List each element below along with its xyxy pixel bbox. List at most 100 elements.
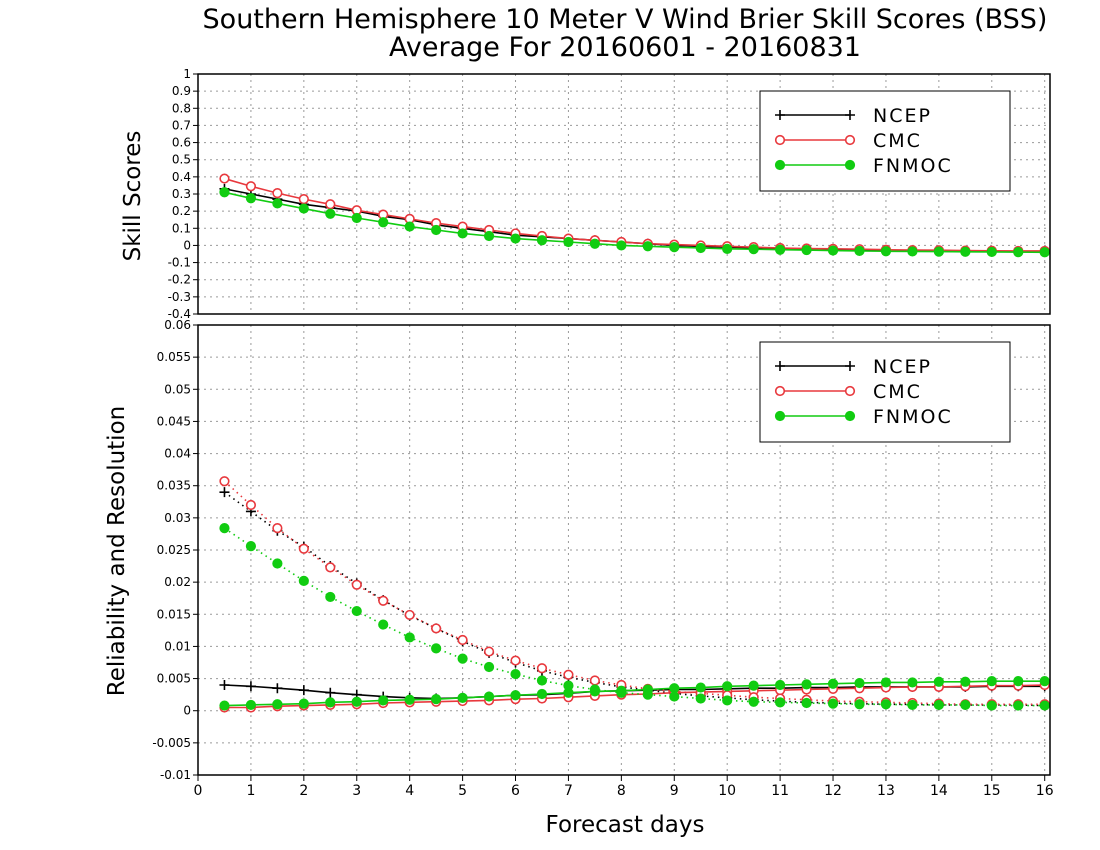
y-tick-label: -0.01 (160, 768, 191, 782)
series-fnmoc-reliability (219, 523, 1050, 711)
data-point-fnmoc-reliability (801, 697, 812, 709)
data-point-fnmoc-reliability (616, 687, 627, 698)
y-tick-label: 1 (183, 67, 191, 81)
data-point-cmc-reliability (404, 609, 415, 621)
data-point-cmc-reliability (483, 646, 495, 657)
data-point-fnmoc (880, 246, 892, 257)
data-point-fnmoc-resolution (748, 680, 759, 691)
data-point-cmc-reliability (510, 655, 521, 666)
data-point-fnmoc-resolution (801, 679, 812, 690)
data-point-ncep-reliability (219, 487, 230, 498)
legend-label-cmc: CMC (873, 130, 922, 152)
legend-marker-ncep (845, 361, 855, 371)
data-point-fnmoc-reliability (986, 700, 997, 711)
data-point-fnmoc-reliability (1013, 700, 1024, 711)
data-point-fnmoc-reliability (960, 699, 971, 711)
data-point-fnmoc (589, 238, 600, 249)
data-point-fnmoc (722, 243, 733, 254)
legend-label-ncep: NCEP (873, 356, 932, 378)
x-axis-label: Forecast days (546, 812, 705, 838)
data-point-fnmoc (933, 246, 944, 257)
data-point-cmc-reliability (589, 675, 600, 686)
data-point-fnmoc-resolution (272, 699, 283, 710)
legend: NCEP CMC FNMOC (759, 90, 1011, 192)
data-point-cmc-reliability (351, 579, 362, 590)
x-tick-label: 0 (194, 783, 203, 799)
x-tick-label: 15 (983, 783, 1001, 799)
data-point-fnmoc-reliability (431, 643, 442, 654)
data-point-fnmoc (775, 244, 786, 255)
data-point-fnmoc (245, 193, 257, 204)
y-tick-label: 0.045 (157, 414, 191, 428)
legend-box (759, 341, 1011, 443)
data-point-fnmoc (325, 208, 336, 219)
y-tick-label: -0.2 (168, 273, 191, 287)
data-point-fnmoc-resolution (1013, 676, 1024, 687)
x-tick-label: 11 (771, 783, 789, 799)
data-point-fnmoc (827, 245, 839, 256)
x-tick-label: 1 (246, 783, 255, 799)
data-point-fnmoc (669, 242, 680, 253)
series-line-ncep-reliability (223, 491, 1045, 707)
reliability-resolution-panel: Reliability and Resolution 0.06 0.055 0.05… (104, 318, 1051, 782)
legend-marker-cmc (774, 385, 786, 397)
y-tick-label: 0.035 (157, 479, 191, 493)
data-point-fnmoc-resolution (880, 677, 892, 688)
y-tick-label: -0.4 (168, 307, 191, 321)
data-point-fnmoc (404, 221, 415, 232)
data-point-cmc-reliability (219, 476, 230, 487)
data-point-cmc (245, 181, 257, 192)
x-tick-label: 7 (564, 783, 573, 799)
data-point-fnmoc-reliability (775, 697, 786, 708)
legend-marker-fnmoc (774, 410, 786, 422)
y-tick-label: -0.3 (168, 290, 191, 304)
x-axis: 0 1 2 3 4 5 6 7 8 9 10 11 12 13 14 15 16 (194, 775, 1054, 799)
data-point-cmc (219, 173, 230, 184)
data-point-fnmoc-resolution (722, 681, 733, 692)
data-point-fnmoc-reliability (907, 699, 918, 711)
data-point-fnmoc-reliability (933, 699, 944, 711)
data-point-fnmoc (854, 245, 865, 257)
data-point-fnmoc-reliability (351, 605, 362, 617)
data-point-fnmoc-reliability (695, 693, 706, 704)
x-tick-label: 12 (824, 783, 842, 799)
y-tick-label: 0 (183, 704, 191, 718)
data-point-fnmoc-resolution (933, 676, 944, 687)
legend-label-ncep: NCEP (873, 105, 932, 127)
data-point-cmc-reliability (431, 623, 442, 634)
series-cmc-reliability (219, 476, 1050, 710)
legend-marker-cmc (844, 134, 856, 146)
data-point-fnmoc (378, 217, 389, 228)
x-tick-label: 9 (670, 783, 679, 799)
y-tick-label: 0.1 (172, 221, 191, 235)
data-point-cmc-reliability (378, 595, 389, 606)
data-point-fnmoc-resolution (695, 682, 706, 693)
x-tick-label: 8 (617, 783, 626, 799)
data-point-fnmoc-resolution (483, 691, 495, 702)
data-point-cmc (298, 194, 309, 205)
data-point-fnmoc-reliability (325, 591, 336, 603)
data-point-fnmoc-resolution (378, 695, 389, 706)
data-point-fnmoc (1039, 247, 1050, 258)
series-line-fnmoc-reliability (224, 527, 1045, 707)
chart-title: Southern Hemisphere 10 Meter V Wind Brie… (203, 4, 1048, 35)
series-fnmoc (219, 187, 1050, 258)
data-point-fnmoc-resolution (245, 699, 257, 711)
data-point-fnmoc-resolution (457, 692, 468, 703)
data-point-fnmoc-resolution (431, 694, 442, 705)
data-point-fnmoc-reliability (483, 661, 495, 673)
y-tick-label: 0.7 (172, 118, 191, 132)
y-tick-label: 0.02 (164, 575, 191, 589)
data-point-fnmoc (1013, 247, 1024, 258)
data-point-fnmoc-resolution (219, 700, 230, 711)
reliability-resolution-y-axis-label: Reliability and Resolution (104, 406, 130, 696)
data-point-cmc (325, 199, 336, 210)
legend-marker-cmc (844, 385, 856, 397)
data-point-fnmoc (642, 241, 653, 252)
data-point-fnmoc-reliability (457, 653, 468, 664)
data-point-fnmoc (986, 246, 997, 258)
y-tick-label: 0.05 (164, 382, 191, 396)
data-point-fnmoc (219, 187, 230, 198)
data-point-ncep-resolution (325, 687, 336, 698)
legend-marker-ncep (845, 110, 855, 120)
